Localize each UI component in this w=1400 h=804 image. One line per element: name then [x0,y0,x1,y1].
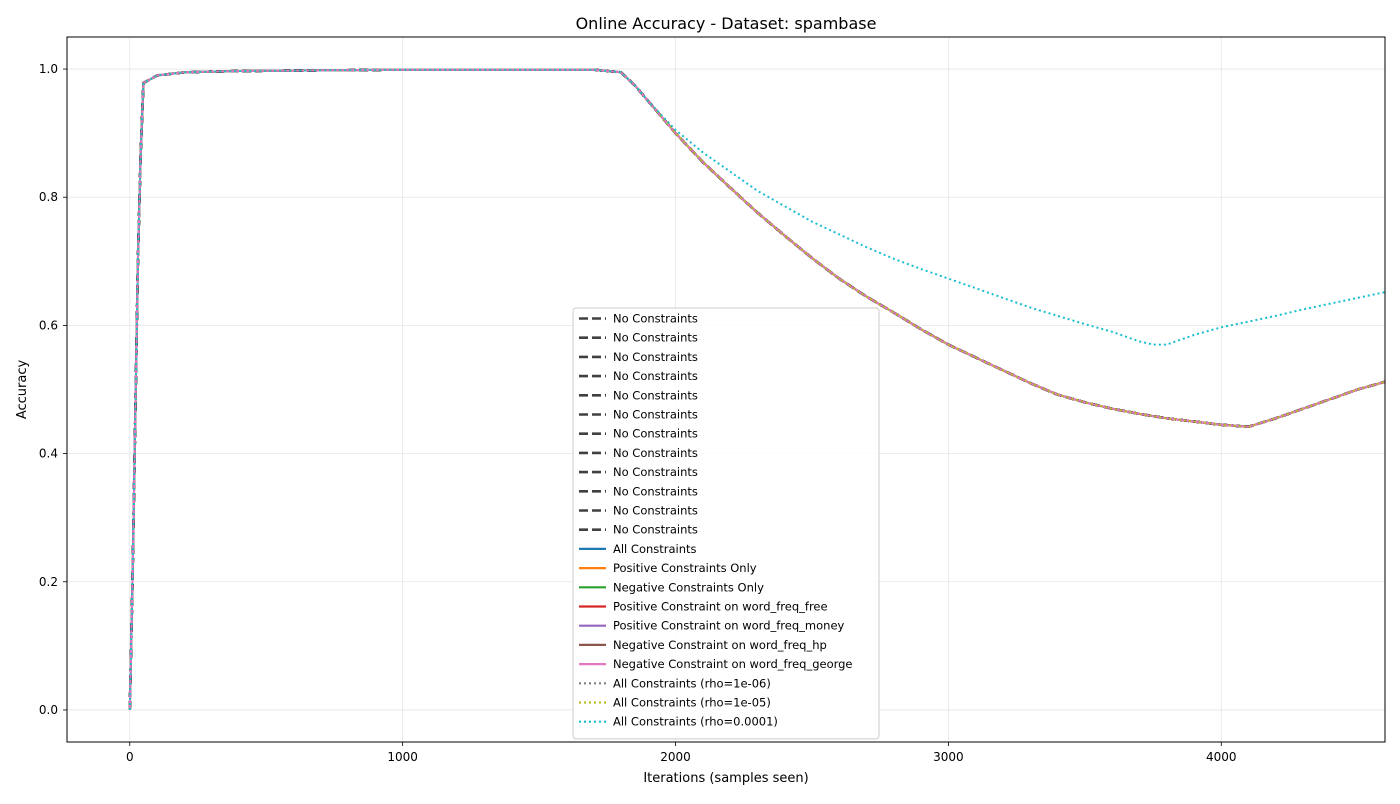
legend-entry: All Constraints (rho=1e-06) [613,676,771,690]
legend-entry: Negative Constraint on word_freq_george [613,657,853,671]
y-tick-label: 1.0 [39,62,58,76]
legend-entry: All Constraints (rho=1e-05) [613,696,771,710]
legend-entry: No Constraints [613,331,698,345]
x-tick-label: 1000 [387,750,418,764]
tick-layer: 0 1000 2000 3000 4000 0.0 0.2 0.4 0.6 0.8 1.0 [39,62,1237,764]
legend-entry: Positive Constraints Only [613,561,757,575]
legend-entry: All Constraints [613,542,697,556]
legend-entry: Positive Constraint on word_freq_money [613,619,845,633]
x-tick-label: 3000 [933,750,964,764]
chart-title: Online Accuracy - Dataset: spambase [576,14,877,33]
x-tick-label: 2000 [660,750,691,764]
y-tick-label: 0.0 [39,703,58,717]
legend-entry: No Constraints [613,388,698,402]
legend-entry: Positive Constraint on word_freq_free [613,600,828,614]
legend-entry: Negative Constraints Only [613,580,764,594]
legend-entry: No Constraints [613,484,698,498]
legend-entry: No Constraints [613,446,698,460]
y-tick-label: 0.8 [39,190,58,204]
y-tick-label: 0.6 [39,318,58,332]
y-tick-label: 0.4 [39,447,58,461]
legend: No Constraints No Constraints No Constrain… [572,307,880,740]
legend-entry: No Constraints [613,523,698,537]
legend-entry: No Constraints [613,504,698,518]
legend-entry: No Constraints [613,350,698,364]
x-tick-label: 0 [126,750,134,764]
legend-box [572,307,880,740]
plot-frame [66,36,1386,743]
y-axis-label: Accuracy [15,360,30,420]
series-line-21 [128,68,1386,711]
legend-entry: No Constraints [613,465,698,479]
legend-entry: No Constraints [613,427,698,441]
x-axis-label: Iterations (samples seen) [643,771,808,786]
legend-entry: All Constraints (rho=0.0001) [613,715,778,729]
series-layer [128,68,1386,711]
legend-entry: Negative Constraint on word_freq_hp [613,638,827,652]
legend-entry: No Constraints [613,369,698,383]
x-tick-label: 4000 [1206,750,1237,764]
legend-entry: No Constraints [613,312,698,326]
legend-entry: No Constraints [613,408,698,422]
y-tick-label: 0.2 [39,575,58,589]
